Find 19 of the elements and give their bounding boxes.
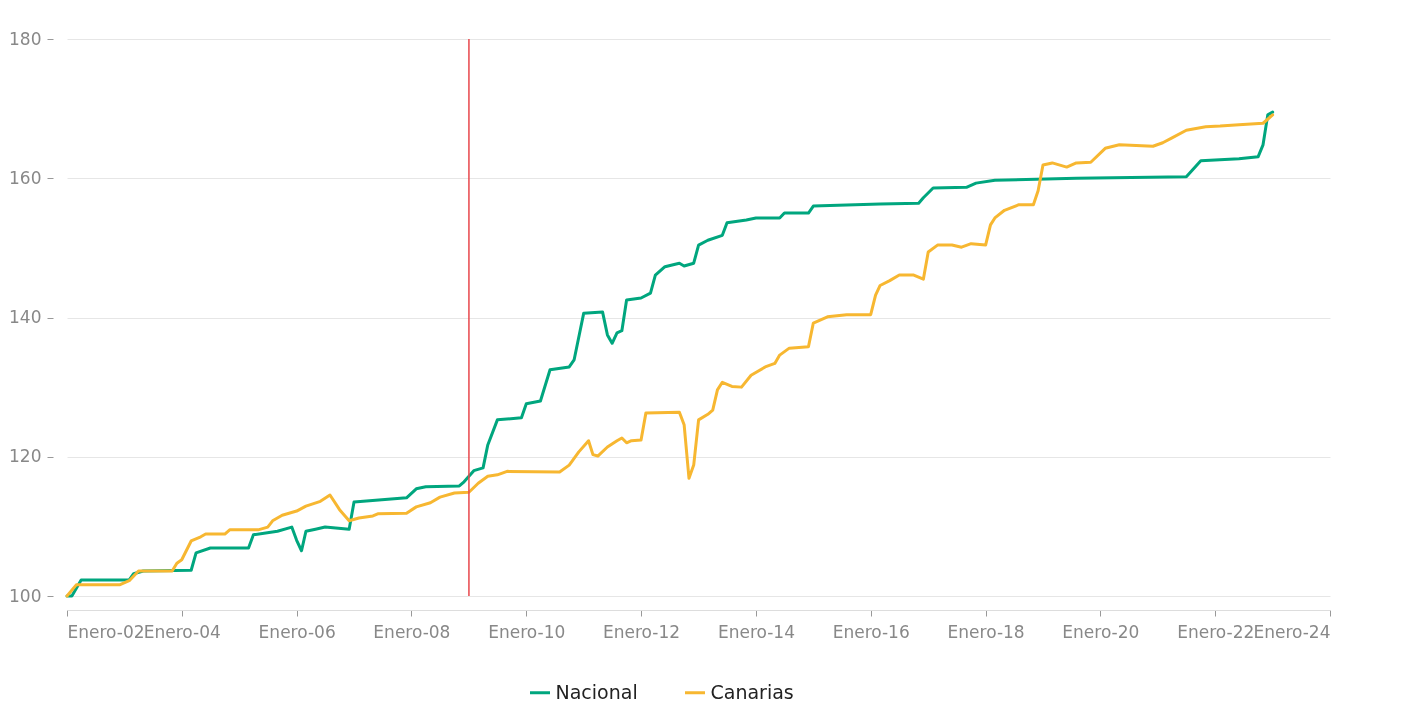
x-tick-label: Enero-02	[67, 621, 145, 642]
x-tick-label: Enero-12	[603, 621, 681, 642]
y-tick-label: 160	[9, 167, 42, 188]
legend-label: Nacional	[555, 680, 638, 703]
x-tick-label: Enero-24	[1253, 621, 1331, 642]
x-tick-label: Enero-04	[143, 621, 221, 642]
x-tick-label: Enero-18	[947, 621, 1025, 642]
y-tick-label: 180	[9, 28, 42, 49]
x-tick-label: Enero-20	[1062, 621, 1140, 642]
y-tick-label: 100	[9, 585, 42, 606]
x-tick-label: Enero-14	[717, 621, 795, 642]
x-tick-label: Enero-06	[258, 621, 336, 642]
y-tick-label: 120	[9, 446, 42, 467]
y-tick-label: 140	[9, 307, 42, 327]
x-tick-label: Enero-10	[488, 621, 566, 642]
x-tick-label: Enero-22	[1177, 621, 1255, 642]
x-tick-label: Enero-16	[832, 621, 910, 642]
legend-label: Canarias	[710, 680, 794, 703]
x-tick-label: Enero-08	[373, 621, 451, 642]
